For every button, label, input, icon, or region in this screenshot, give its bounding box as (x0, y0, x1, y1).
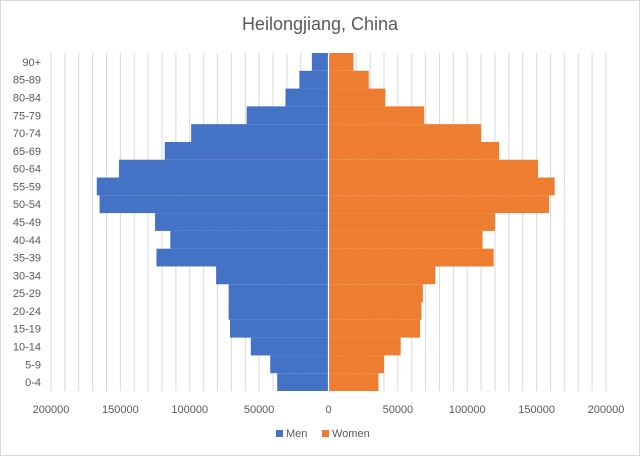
y-tick-label: 60-64 (13, 164, 41, 176)
y-tick-label: 35-39 (13, 253, 41, 265)
y-tick-label: 40-44 (13, 235, 41, 247)
legend-label-women: Women (332, 428, 370, 440)
bar-men-30-34 (216, 266, 329, 285)
women-bars (328, 53, 555, 391)
bar-women-80-84 (328, 88, 386, 107)
y-tick-label: 90+ (22, 57, 41, 69)
x-tick-label: 200000 (33, 404, 70, 416)
y-tick-label: 65-69 (13, 146, 41, 158)
men-bars (96, 53, 329, 391)
legend-swatch-men (276, 430, 283, 437)
bar-women-0-4 (328, 373, 379, 391)
bar-men-75-79 (246, 106, 329, 125)
y-tick-label: 45-49 (13, 217, 41, 229)
bar-women-15-19 (328, 319, 421, 338)
legend-label-men: Men (286, 428, 307, 440)
bar-men-55-59 (96, 177, 329, 196)
bar-women-5-9 (328, 355, 384, 374)
y-tick-label: 55-59 (13, 181, 41, 193)
bar-women-50-54 (328, 195, 550, 214)
y-tick-label: 75-79 (13, 110, 41, 122)
y-tick-label: 0-4 (25, 377, 41, 389)
bar-women-20-24 (328, 302, 422, 320)
bar-women-85-89 (328, 70, 369, 89)
bar-women-70-74 (328, 124, 482, 142)
x-tick-label: 100000 (171, 404, 208, 416)
x-tick-label: 150000 (518, 404, 555, 416)
x-tick-label: 0 (325, 404, 331, 416)
y-tick-label: 25-29 (13, 288, 41, 300)
bar-men-0-4 (277, 373, 329, 391)
x-tick-label: 50000 (383, 404, 414, 416)
y-tick-label: 50-54 (13, 199, 41, 211)
y-tick-label: 5-9 (25, 359, 41, 371)
bar-men-70-74 (191, 124, 329, 142)
bar-men-5-9 (270, 355, 329, 374)
bar-men-25-29 (228, 284, 329, 303)
bar-women-40-44 (328, 230, 483, 249)
y-axis-tick-labels: 0-4 5-9 10-14 15-19 20-24 25-29 30-34 35-39 40-4… (13, 57, 41, 389)
y-tick-label: 10-14 (13, 342, 41, 354)
y-tick-label: 30-34 (13, 270, 41, 282)
bar-women-65-69 (328, 141, 500, 160)
legend: Men Women (276, 428, 370, 440)
bar-women-35-39 (328, 248, 494, 267)
bar-men-65-69 (164, 141, 329, 160)
bar-men-90+ (311, 53, 329, 71)
bar-women-75-79 (328, 106, 425, 125)
bar-men-50-54 (99, 195, 329, 214)
bar-women-55-59 (328, 177, 555, 196)
x-tick-label: 50000 (244, 404, 275, 416)
y-tick-label: 85-89 (13, 75, 41, 87)
y-tick-label: 20-24 (13, 306, 41, 318)
bar-women-90+ (328, 53, 354, 71)
bar-men-10-14 (250, 337, 329, 356)
x-axis-tick-labels: 200000 150000 100000 50000 0 50000 100000 15000… (33, 404, 625, 416)
bar-women-25-29 (328, 284, 423, 303)
bar-men-45-49 (155, 213, 329, 231)
y-tick-label: 15-19 (13, 324, 41, 336)
bar-men-35-39 (156, 248, 329, 267)
chart-title: Heilongjiang, China (242, 14, 399, 34)
bar-men-20-24 (228, 302, 329, 320)
bar-men-60-64 (118, 159, 329, 178)
bar-men-40-44 (170, 230, 329, 249)
bar-women-30-34 (328, 266, 436, 285)
bar-men-15-19 (229, 319, 329, 338)
x-tick-label: 150000 (102, 404, 139, 416)
bar-men-85-89 (299, 70, 329, 89)
bar-women-10-14 (328, 337, 401, 356)
y-tick-label: 80-84 (13, 92, 41, 104)
y-tick-label: 70-74 (13, 128, 41, 140)
bar-women-60-64 (328, 159, 539, 178)
legend-swatch-women (322, 430, 329, 437)
x-tick-label: 100000 (449, 404, 486, 416)
bar-men-80-84 (285, 88, 329, 107)
bar-women-45-49 (328, 213, 495, 231)
x-tick-label: 200000 (588, 404, 625, 416)
